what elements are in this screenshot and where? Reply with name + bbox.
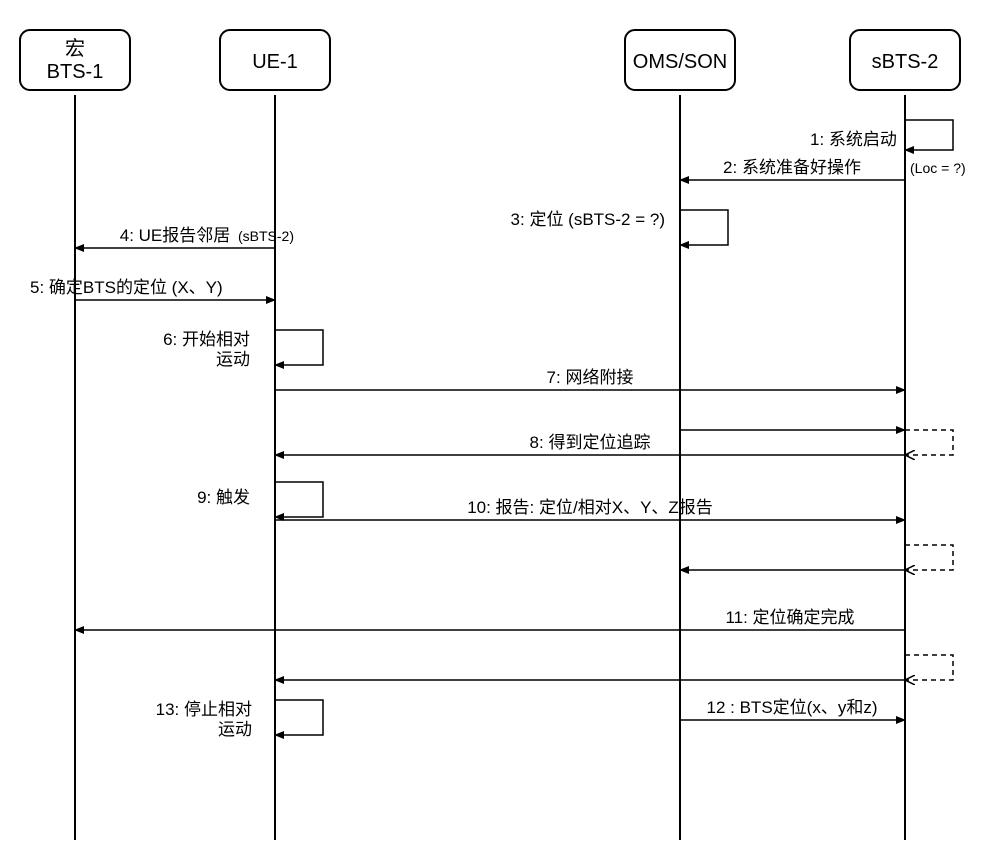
actor-label-bts1-2: BTS-1 <box>47 61 104 83</box>
dash-self-15 <box>905 655 953 680</box>
self-message-10 <box>275 482 323 517</box>
self-label2-18: 运动 <box>218 720 252 739</box>
messages: 1: 系统启动 2: 系统准备好操作 (Loc = ?) 3: 定位 (sBTS-2 … <box>30 120 966 739</box>
self-label-10: 9: 触发 <box>197 488 250 507</box>
message-label-14: 11: 定位确定完成 <box>725 608 854 627</box>
self-message-5 <box>275 330 323 365</box>
dash-self-12 <box>905 545 953 570</box>
self-label2-5: 运动 <box>216 350 250 369</box>
message-note-1: (Loc = ?) <box>910 160 966 176</box>
self-message-18 <box>275 700 323 735</box>
message-note-3: (sBTS-2) <box>238 228 294 244</box>
message-label-1: 2: 系统准备好操作 <box>723 158 861 177</box>
actor-label-sbts2: sBTS-2 <box>872 51 939 73</box>
message-label-9: 8: 得到定位追踪 <box>530 433 651 452</box>
self-label-0: 1: 系统启动 <box>810 130 897 149</box>
self-label-5: 6: 开始相对 <box>163 330 250 349</box>
self-message-2 <box>680 210 728 245</box>
self-label-18: 13: 停止相对 <box>156 700 252 719</box>
lifelines <box>75 95 905 840</box>
message-label-3: 4: UE报告邻居 <box>120 226 231 245</box>
actors: 宏BTS-1 UE-1 OMS/SON sBTS-2 <box>20 30 960 90</box>
sequence-diagram: 宏BTS-1 UE-1 OMS/SON sBTS-2 1: 系统启动 2: 系统准备好操… <box>0 0 1000 848</box>
message-label-4: 5: 确定BTS的定位 (X、Y) <box>30 278 223 297</box>
dash-self-8 <box>905 430 953 455</box>
actor-label-oms: OMS/SON <box>633 51 727 73</box>
actor-label-ue1: UE-1 <box>252 51 298 73</box>
message-label-6: 7: 网络附接 <box>547 368 634 387</box>
message-label-17: 12 : BTS定位(x、y和z) <box>707 698 878 717</box>
actor-label-bts1-1: 宏 <box>65 37 85 60</box>
self-message-0 <box>905 120 953 150</box>
message-label-11: 10: 报告: 定位/相对X、Y、Z报告 <box>467 498 713 517</box>
self-label-2: 3: 定位 (sBTS-2 = ?) <box>511 210 665 229</box>
